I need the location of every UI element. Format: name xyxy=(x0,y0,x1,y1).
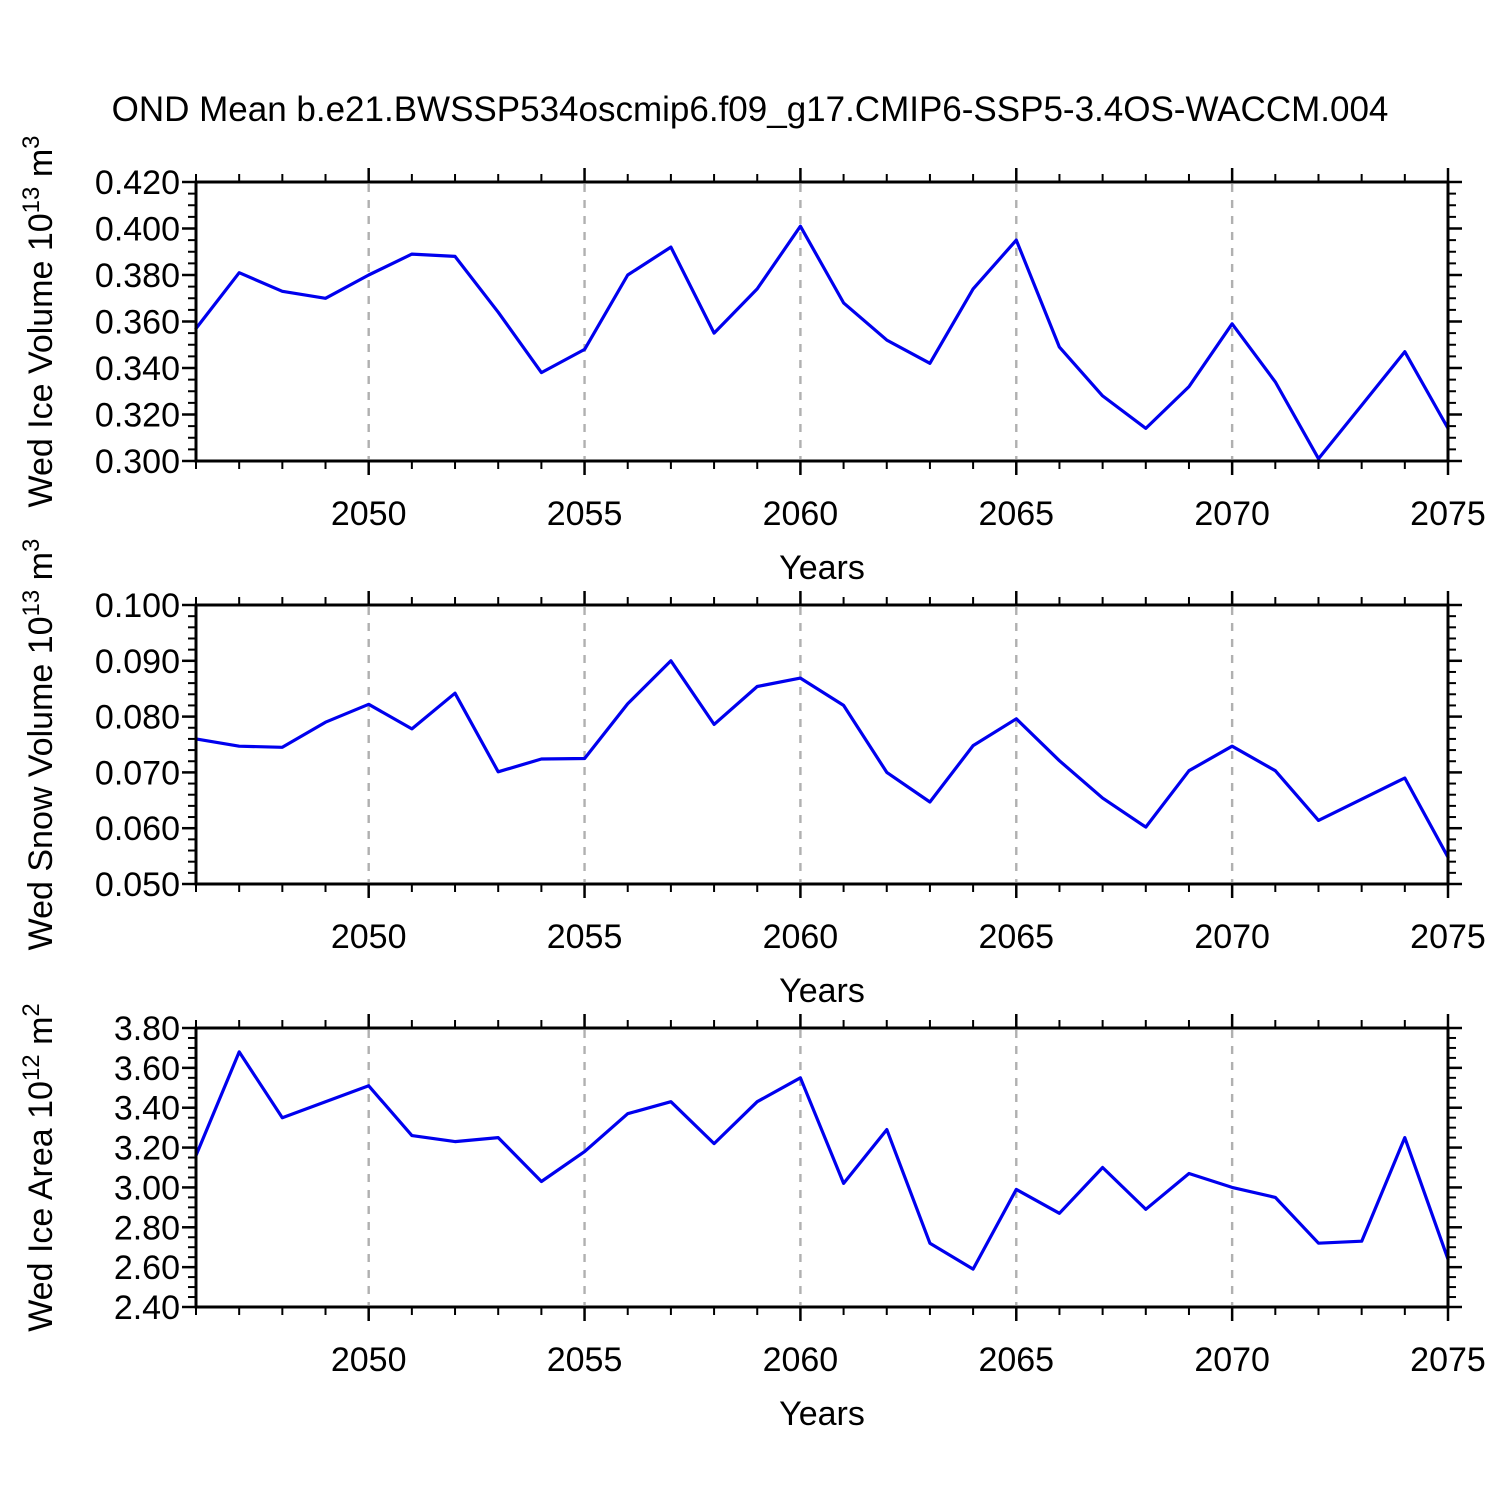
y-tick-label: 0.080 xyxy=(95,699,180,737)
x-tick-label: 2075 xyxy=(1410,918,1486,956)
y-tick-label: 0.060 xyxy=(95,810,180,848)
y-tick-label: 0.400 xyxy=(95,211,180,249)
x-tick-label: 2055 xyxy=(547,495,623,533)
x-tick-label: 2070 xyxy=(1194,495,1270,533)
x-tick-label: 2070 xyxy=(1194,918,1270,956)
y-tick-label: 0.380 xyxy=(95,257,180,295)
y-tick-label: 0.100 xyxy=(95,587,180,625)
x-axis-title: Years xyxy=(779,1395,865,1433)
chart-title: OND Mean b.e21.BWSSP534oscmip6.f09_g17.C… xyxy=(112,90,1389,129)
y-tick-label: 0.320 xyxy=(95,397,180,435)
x-tick-label: 2065 xyxy=(978,1341,1054,1379)
x-axis-title: Years xyxy=(779,972,865,1010)
y-tick-label: 0.300 xyxy=(95,443,180,481)
y-tick-label: 0.420 xyxy=(95,164,180,202)
x-tick-label: 2055 xyxy=(547,918,623,956)
x-tick-label: 2060 xyxy=(763,1341,839,1379)
y-tick-label: 3.00 xyxy=(114,1169,180,1207)
y-axis-title: Wed Snow Volume 1013 m3 xyxy=(18,539,60,951)
panel-wed-ice-area: 2.402.602.803.003.203.403.603.80 2050 2055… xyxy=(18,1003,1486,1433)
y-tick-label: 0.360 xyxy=(95,304,180,342)
y-tick-label: 3.80 xyxy=(114,1010,180,1048)
y-tick-label: 3.40 xyxy=(114,1090,180,1128)
x-tick-label: 2050 xyxy=(331,918,407,956)
y-tick-label: 2.80 xyxy=(114,1209,180,1247)
y-axis-title: Wed Ice Area 1012 m2 xyxy=(18,1003,60,1332)
x-tick-label: 2060 xyxy=(763,495,839,533)
plot-frame xyxy=(194,603,1450,886)
y-tick-label: 3.60 xyxy=(114,1050,180,1088)
x-tick-label: 2060 xyxy=(763,918,839,956)
panel-wed-ice-volume: 0.300 0.320 0.340 0.360 0.380 0.400 0.420 2050 2… xyxy=(18,135,1486,587)
plot-frame xyxy=(194,180,1450,463)
y-tick-label: 0.050 xyxy=(95,866,180,904)
x-tick-label: 2065 xyxy=(978,918,1054,956)
y-tick-label: 0.070 xyxy=(95,754,180,792)
y-tick-label: 0.340 xyxy=(95,350,180,388)
x-tick-label: 2070 xyxy=(1194,1341,1270,1379)
y-tick-label: 2.60 xyxy=(114,1249,180,1287)
data-line-wed-ice-volume xyxy=(194,224,1450,461)
x-tick-label: 2075 xyxy=(1410,1341,1486,1379)
x-tick-label: 2050 xyxy=(331,495,407,533)
data-line-wed-ice-area xyxy=(194,1050,1450,1271)
y-tick-label: 0.090 xyxy=(95,643,180,681)
plot-frame xyxy=(194,1026,1450,1309)
x-axis-title: Years xyxy=(779,549,865,587)
x-tick-label: 2050 xyxy=(331,1341,407,1379)
x-tick-label: 2065 xyxy=(978,495,1054,533)
x-tick-label: 2075 xyxy=(1410,495,1486,533)
x-tick-label: 2055 xyxy=(547,1341,623,1379)
y-axis-title: Wed Ice Volume 1013 m3 xyxy=(18,135,60,507)
panel-wed-snow-volume: 0.050 0.060 0.070 0.080 0.090 0.100 2050 2055 20… xyxy=(18,539,1486,1010)
y-tick-label: 3.20 xyxy=(114,1130,180,1168)
data-line-wed-snow-volume xyxy=(194,659,1450,859)
y-tick-label: 2.40 xyxy=(114,1289,180,1327)
